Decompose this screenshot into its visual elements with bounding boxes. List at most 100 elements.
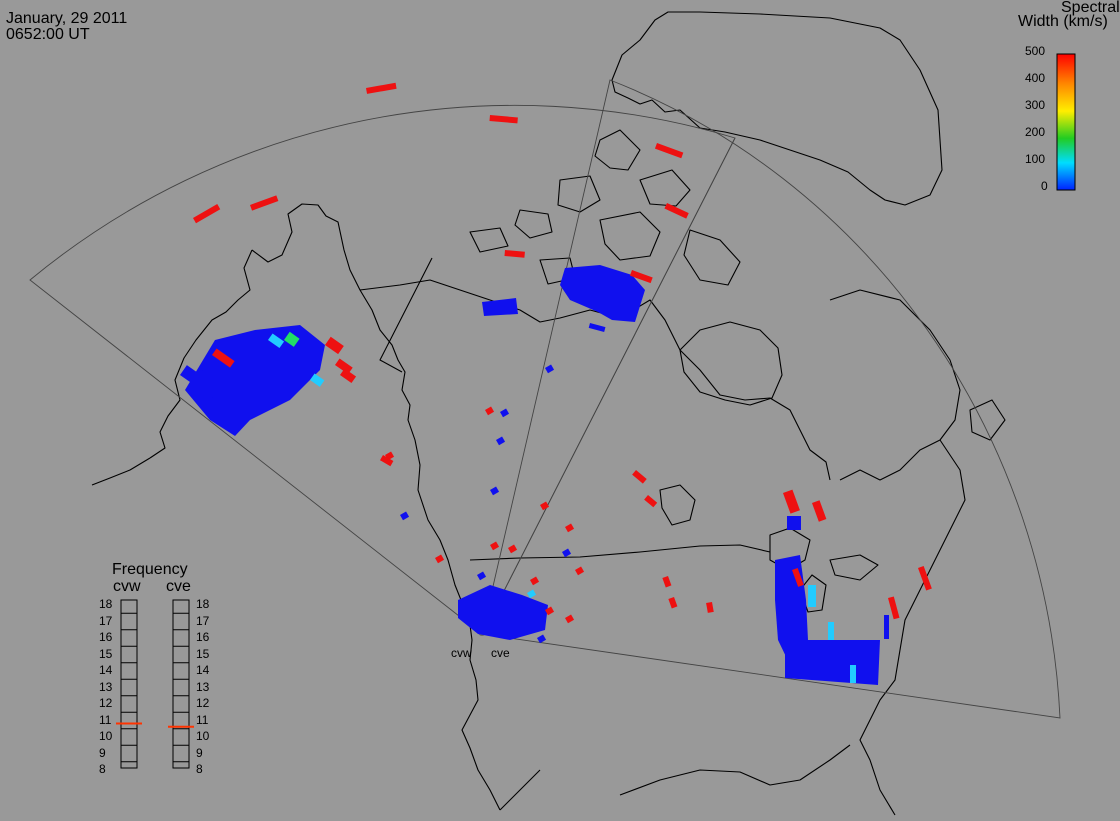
fov-beam-edge <box>481 137 736 635</box>
echo-streak <box>489 115 518 124</box>
frequency-scale-cvw-tick-label: 16 <box>99 630 113 644</box>
echo-cell <box>496 436 506 446</box>
echo-high-alaska <box>335 358 353 375</box>
fov-outline-west <box>29 104 736 635</box>
echo-cell <box>575 566 585 576</box>
fov-outline-east <box>481 79 1061 719</box>
arctic-island-5 <box>639 169 691 207</box>
echo-cell <box>490 486 500 496</box>
echo-cell <box>400 511 410 521</box>
echo-streak <box>654 143 684 159</box>
frequency-scale-cve-tick-label: 17 <box>196 613 210 628</box>
echo-patch-east-south <box>785 640 880 685</box>
echo-streak <box>366 82 397 94</box>
frequency-scale-cve-tick-label: 15 <box>196 646 210 661</box>
frequency-panel-graphics <box>120 599 190 769</box>
frequency-scale-cve-tick-label: 9 <box>196 745 203 760</box>
frequency-scale-cvw-tick-label: 18 <box>99 597 113 611</box>
echo-streak <box>629 270 653 284</box>
alaska-west-coast <box>149 249 253 459</box>
echo-cell <box>545 364 555 374</box>
echo-cell <box>490 541 500 551</box>
echo-cell <box>477 571 487 581</box>
frequency-scale-cve-tick-label: 18 <box>196 597 210 611</box>
alaska-coast <box>251 203 501 811</box>
colorbar <box>1056 53 1076 191</box>
frequency-scale-cvw-tick-label: 15 <box>99 646 113 661</box>
canada-north-coast <box>359 279 831 481</box>
fov-layer <box>29 79 1061 719</box>
echo-streak <box>662 576 672 588</box>
frequency-scale-cve-tick-label: 10 <box>196 729 210 743</box>
echo-cyan-alaska <box>310 373 325 387</box>
echo-high-alaska <box>212 348 235 368</box>
hudson-bay-coast <box>679 321 783 406</box>
echo-patch-arctic <box>560 265 645 322</box>
date-label: January, 29 2011 <box>6 10 128 27</box>
colorbar-tick: 100 <box>1025 152 1046 166</box>
great-lakes-3 <box>829 554 879 581</box>
frequency-scale-cvw-tick-label: 9 <box>99 745 106 760</box>
echo-cell <box>562 548 572 558</box>
alaska-canada-border <box>379 257 433 373</box>
echo-cyan-east <box>850 665 856 683</box>
echo-high-alaska <box>325 336 344 355</box>
echo-streak <box>664 203 689 219</box>
coastline-layer <box>91 11 1006 816</box>
cvw-radar-label: cvw <box>113 578 141 595</box>
great-lakes-2 <box>799 574 827 613</box>
arctic-island-4 <box>599 211 661 261</box>
frequency-scale-cvw-tick-label: 12 <box>99 696 113 710</box>
echo-cell <box>545 606 555 616</box>
frequency-title: Frequency <box>112 561 188 578</box>
echo-streak <box>632 470 647 484</box>
us-east-coast <box>859 439 966 816</box>
frequency-tick-layer <box>116 612 194 763</box>
frequency-scale-cvw-tick-label: 14 <box>99 663 113 677</box>
echo-green-alaska <box>284 331 300 347</box>
echo-streak <box>644 495 658 508</box>
echo-layer <box>180 82 932 685</box>
echo-cell <box>565 614 575 624</box>
baja-coast <box>499 769 541 811</box>
arctic-island-2 <box>557 175 601 213</box>
cve-frequency-scale <box>172 599 190 769</box>
frequency-scale-cve-tick-label: 14 <box>196 663 210 677</box>
colorbar-tick: 400 <box>1025 71 1046 85</box>
arctic-island-1 <box>594 129 641 171</box>
echo-cell <box>527 589 537 599</box>
frequency-scale-cvw-tick-label: 8 <box>99 762 106 776</box>
echo-high-east <box>783 489 800 514</box>
colorbar-tick: 300 <box>1025 98 1046 112</box>
frequency-scale-cvw-tick-label: 11 <box>99 712 112 727</box>
echo-high-east <box>918 565 932 591</box>
echo-cell <box>500 408 510 418</box>
echo-beam-alaska <box>195 370 239 406</box>
arctic-island-6 <box>683 229 741 286</box>
gulf-coast <box>619 744 851 796</box>
echo-streak <box>250 195 279 211</box>
colorbar-gradient <box>1056 53 1076 191</box>
echo-cell <box>540 501 550 511</box>
echo-streak <box>668 597 678 609</box>
echo-cell <box>485 406 495 416</box>
frequency-scale-cve-tick-label: 12 <box>196 696 210 710</box>
great-lakes-4 <box>659 484 696 526</box>
cvw-site-label: cvw <box>451 646 472 660</box>
cve-radar-label: cve <box>166 578 191 595</box>
arctic-island-8 <box>469 227 509 253</box>
echo-streak <box>380 455 394 467</box>
frequency-scale-cvw-tick-label: 17 <box>99 613 113 628</box>
echo-high-east <box>792 567 804 587</box>
echo-cyan-east <box>828 622 834 640</box>
frequency-scale-cve-tick-label: 8 <box>196 762 203 776</box>
echo-streak <box>504 250 525 258</box>
echo-high-east <box>812 500 827 522</box>
echo-cyan-alaska <box>268 333 285 349</box>
echo-high-east <box>888 596 900 620</box>
frequency-scale-cve-tick-label: 16 <box>196 630 210 644</box>
frequency-scale-cve-tick-label: 11 <box>196 712 209 727</box>
time-label: 0652:00 UT <box>6 26 90 43</box>
frequency-scale-cvw-tick-label: 10 <box>99 729 113 743</box>
